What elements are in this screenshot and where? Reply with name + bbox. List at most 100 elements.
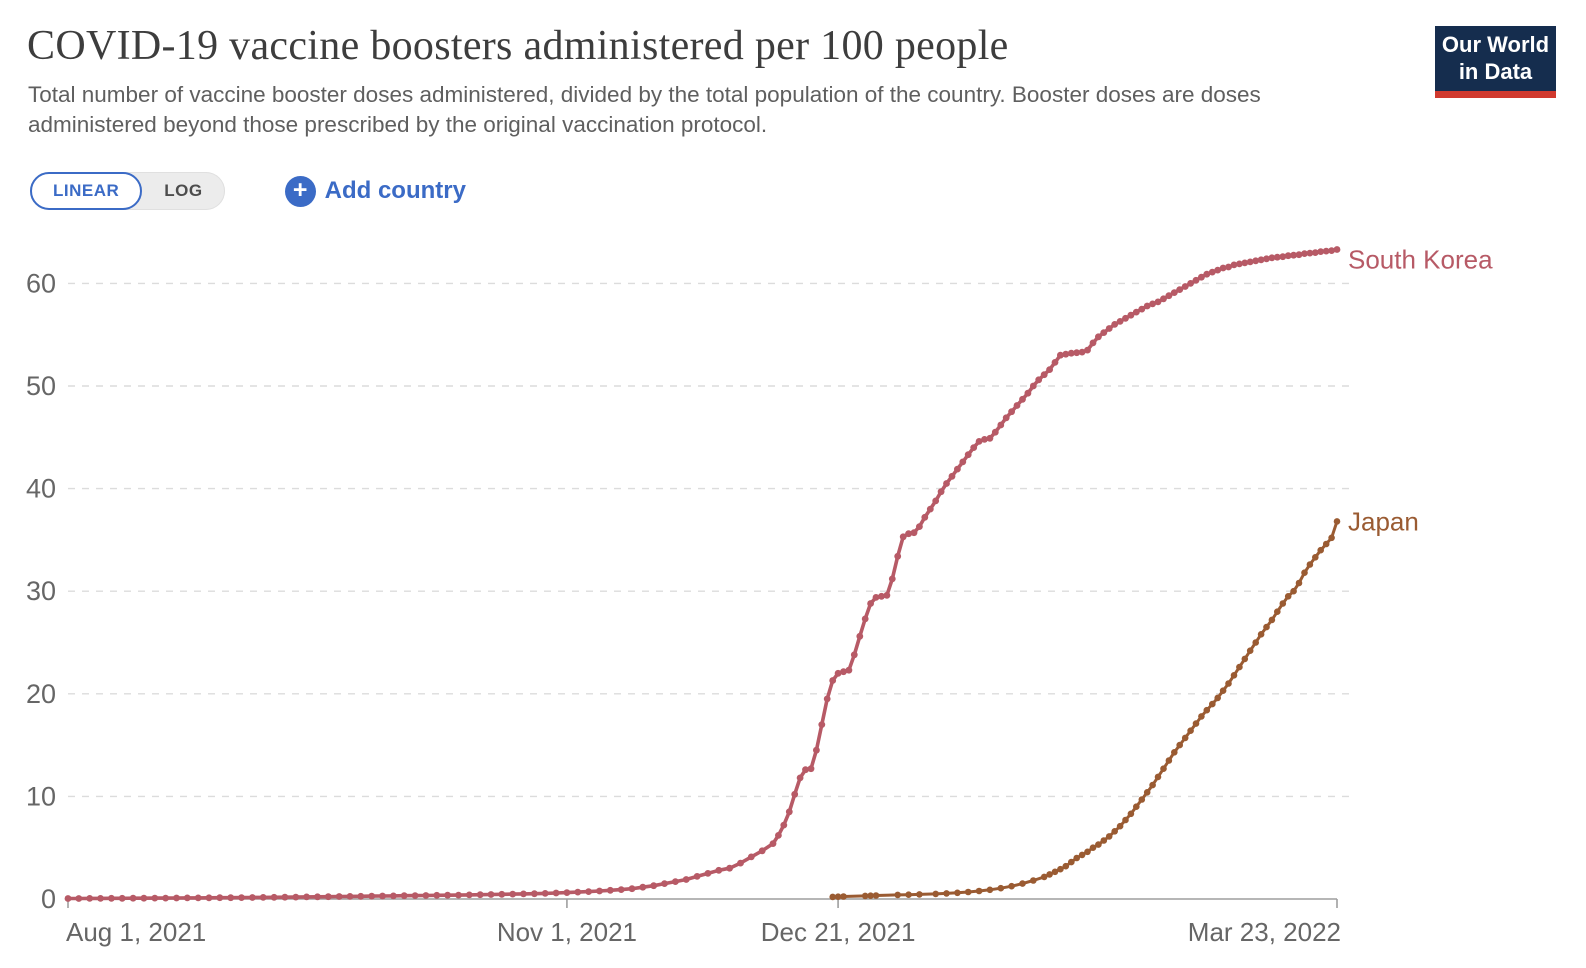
data-point-south-korea: [617, 886, 625, 893]
data-point-south-korea: [888, 575, 896, 583]
data-point-south-korea: [1236, 260, 1243, 268]
data-point-south-korea: [704, 870, 712, 877]
data-point-south-korea: [650, 882, 658, 890]
data-point-south-korea: [1057, 351, 1064, 359]
data-point-south-korea: [1181, 283, 1189, 290]
data-point-south-korea: [476, 891, 484, 899]
data-point-south-korea: [314, 893, 321, 901]
data-point-japan: [1230, 672, 1238, 679]
data-point-south-korea: [840, 668, 847, 676]
data-point-japan: [1040, 873, 1048, 881]
data-point-south-korea: [813, 746, 820, 754]
data-point-south-korea: [693, 873, 701, 880]
data-point-south-korea: [1165, 292, 1173, 300]
data-point-japan: [1333, 518, 1341, 525]
data-point-south-korea: [368, 892, 376, 900]
data-point-south-korea: [747, 853, 755, 861]
data-point-south-korea: [856, 632, 864, 640]
data-point-south-korea: [802, 766, 809, 774]
data-point-japan: [861, 892, 869, 900]
data-point-japan: [1252, 639, 1259, 646]
data-point-south-korea: [335, 893, 343, 900]
linear-scale-button[interactable]: LINEAR: [30, 172, 143, 210]
data-point-south-korea: [1219, 264, 1227, 272]
data-point-south-korea: [964, 451, 972, 459]
series-line-south-korea[interactable]: [66, 247, 1339, 901]
data-point-south-korea: [1290, 251, 1297, 259]
data-point-japan: [1306, 561, 1314, 568]
data-point-japan: [1154, 773, 1162, 781]
data-point-south-korea: [1138, 305, 1146, 313]
owid-logo[interactable]: Our World in Data: [1435, 26, 1556, 98]
owid-logo-line1: Our World: [1441, 32, 1550, 57]
data-point-japan: [1046, 871, 1053, 878]
add-country-label: Add country: [324, 177, 466, 204]
data-point-japan: [1322, 540, 1330, 548]
data-point-japan: [905, 891, 912, 898]
data-point-south-korea: [1105, 325, 1113, 332]
data-point-south-korea: [585, 888, 592, 895]
data-point-south-korea: [1208, 268, 1216, 276]
data-point-south-korea: [926, 505, 934, 513]
data-point-japan: [1122, 816, 1129, 824]
data-point-south-korea: [1084, 346, 1091, 354]
data-point-japan: [975, 887, 983, 895]
data-point-south-korea: [970, 444, 978, 451]
page-subtitle: Total number of vaccine booster doses ad…: [28, 82, 1261, 137]
data-point-south-korea: [1333, 246, 1341, 253]
data-point-south-korea: [883, 591, 891, 599]
data-point-south-korea: [1273, 253, 1281, 261]
log-scale-button[interactable]: LOG: [142, 172, 224, 210]
data-point-japan: [1095, 841, 1102, 848]
data-point-japan: [1279, 600, 1287, 607]
data-point-japan: [1203, 706, 1211, 714]
series-line-japan[interactable]: [831, 519, 1339, 899]
data-point-japan: [840, 893, 847, 900]
data-point-south-korea: [433, 891, 441, 899]
data-point-south-korea: [1160, 295, 1167, 303]
add-country-button[interactable]: + Add country: [284, 175, 466, 207]
data-point-south-korea: [661, 880, 668, 887]
data-point-south-korea: [75, 895, 83, 902]
data-point-japan: [867, 892, 874, 899]
data-point-south-korea: [64, 895, 72, 902]
scale-toggle[interactable]: LINEAR LOG: [30, 172, 225, 210]
data-point-japan: [1008, 882, 1015, 890]
data-point-south-korea: [1176, 286, 1184, 293]
data-point-south-korea: [118, 894, 126, 902]
data-point-japan: [1051, 868, 1059, 876]
data-point-south-korea: [108, 894, 115, 902]
data-point-south-korea: [823, 695, 831, 703]
data-point-south-korea: [1029, 382, 1037, 390]
data-point-japan: [1301, 569, 1308, 576]
data-point-south-korea: [818, 721, 826, 728]
data-point-south-korea: [1078, 348, 1086, 356]
data-point-south-korea: [829, 677, 837, 684]
data-point-japan: [1246, 647, 1254, 654]
data-point-south-korea: [921, 513, 929, 521]
data-point-south-korea: [249, 894, 256, 901]
y-axis-tick-label: 10: [26, 781, 56, 811]
data-point-south-korea: [1306, 249, 1314, 257]
data-point-south-korea: [1203, 270, 1211, 278]
data-point-south-korea: [905, 530, 912, 538]
data-point-south-korea: [1187, 280, 1194, 287]
owid-logo-line2: in Data: [1458, 59, 1533, 84]
data-point-south-korea: [943, 480, 950, 487]
data-point-japan: [1100, 837, 1108, 844]
data-point-south-korea: [183, 894, 191, 902]
data-point-south-korea: [715, 866, 723, 874]
data-point-south-korea: [227, 894, 235, 902]
data-point-south-korea: [975, 438, 983, 445]
data-point-south-korea: [628, 885, 636, 893]
data-point-japan: [964, 888, 972, 896]
data-point-south-korea: [455, 891, 462, 899]
data-point-south-korea: [281, 893, 289, 901]
data-point-south-korea: [1095, 333, 1102, 341]
data-point-south-korea: [1225, 263, 1232, 271]
data-point-south-korea: [541, 890, 549, 897]
data-point-south-korea: [1067, 349, 1075, 357]
data-point-japan: [1165, 757, 1173, 764]
data-point-south-korea: [1192, 276, 1200, 284]
